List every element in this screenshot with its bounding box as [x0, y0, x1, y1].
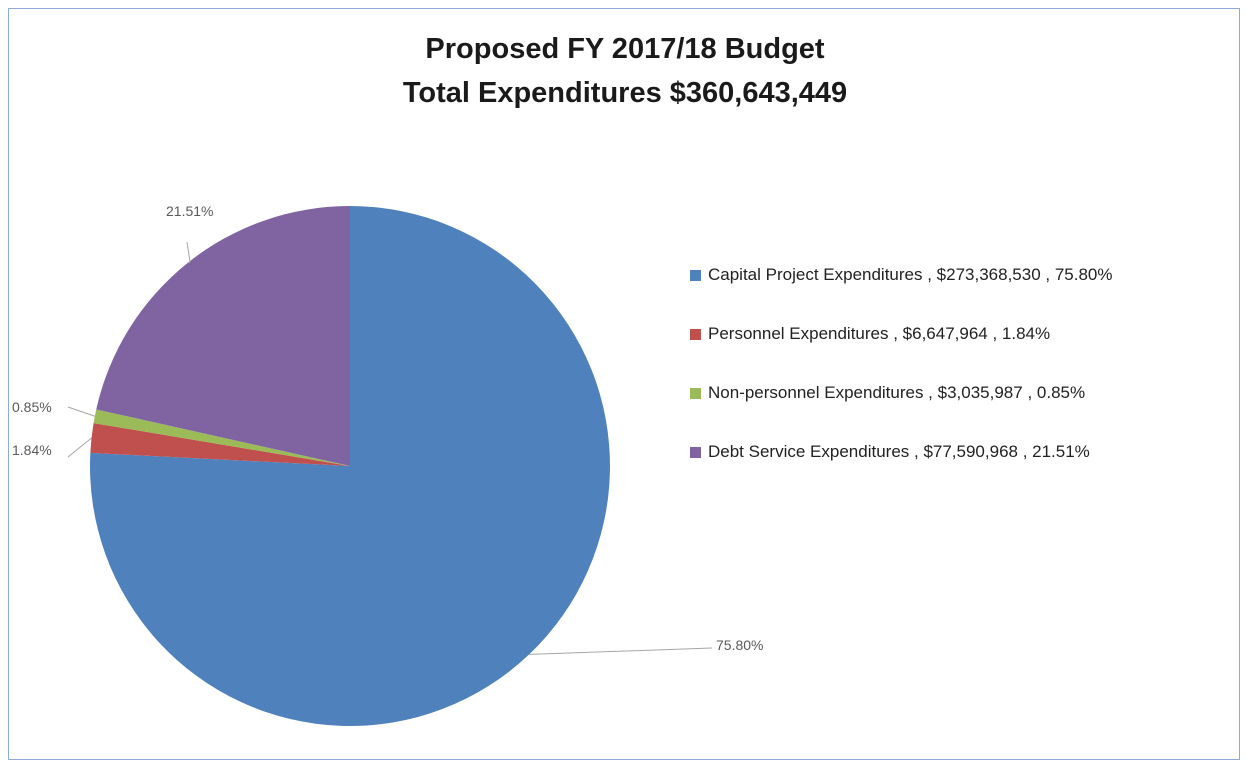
pie-slice-non-personnel	[93, 409, 351, 466]
legend-label-debt-service: Debt Service Expenditures , $77,590,968 …	[708, 442, 1090, 461]
legend-label-personnel: Personnel Expenditures , $6,647,964 , 1.…	[708, 324, 1051, 343]
legend-swatch-capital	[690, 270, 701, 281]
leader-line-non-personnel	[67, 406, 95, 417]
pie-slice-personnel	[90, 423, 350, 466]
data-label-capital: 75.80%	[716, 637, 763, 653]
data-label-non-personnel: 0.85%	[12, 399, 52, 415]
chart-title: Proposed FY 2017/18 Budget	[425, 33, 825, 65]
legend-swatch-debt-service	[690, 447, 701, 458]
leader-line-capital	[529, 647, 713, 655]
chart-subtitle: Total Expenditures $360,643,449	[402, 77, 848, 109]
legend-label-non-personnel: Non-personnel Expenditures , $3,035,987 …	[708, 383, 1086, 402]
data-label-debt-service: 21.51%	[166, 203, 213, 219]
data-label-personnel: 1.84%	[12, 442, 52, 458]
legend-swatch-non-personnel	[690, 388, 701, 399]
leader-line-debt-service	[186, 241, 191, 264]
pie-slice-debt-service	[96, 206, 350, 466]
legend-label-capital: Capital Project Expenditures , $273,368,…	[708, 265, 1113, 284]
leader-line-personnel	[67, 437, 92, 458]
legend-swatch-personnel	[690, 329, 701, 340]
